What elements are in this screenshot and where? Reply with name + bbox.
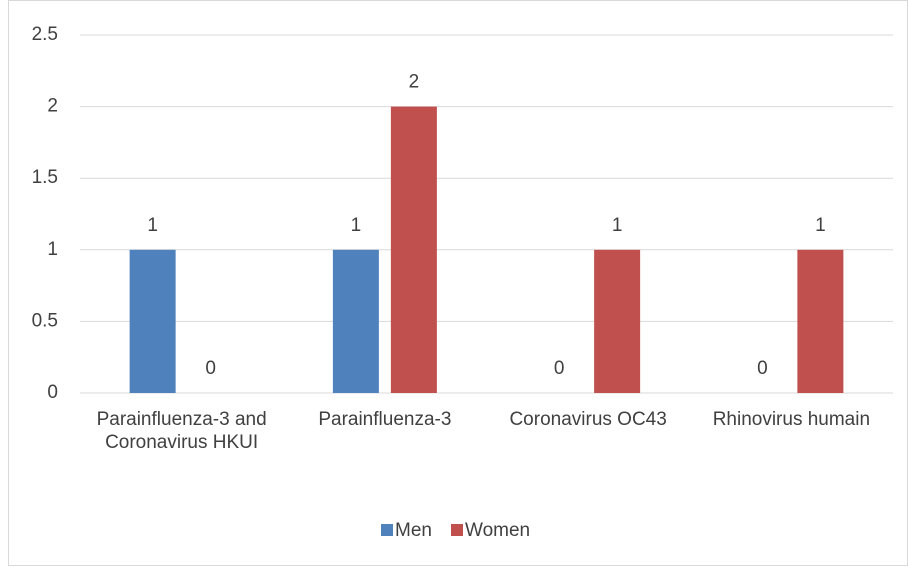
y-tick-label: 1 xyxy=(47,239,58,260)
chart-border xyxy=(8,0,908,566)
bar xyxy=(594,249,641,393)
legend-label: Women xyxy=(465,520,530,541)
x-tick-label: Rhinovirus humain xyxy=(712,409,871,430)
y-tick-label: 0.5 xyxy=(32,310,58,331)
x-tick-label: Parainfluenza-3 and Coronavirus HKUI xyxy=(96,409,267,453)
y-tick-label: 2 xyxy=(47,96,58,117)
bar xyxy=(390,106,437,393)
data-label: 0 xyxy=(205,358,216,379)
bar xyxy=(332,249,379,393)
data-label: 0 xyxy=(757,358,768,379)
bar xyxy=(797,249,844,393)
bar xyxy=(129,249,176,393)
y-tick-label: 0 xyxy=(47,382,58,403)
data-label: 1 xyxy=(612,215,623,236)
data-label: 0 xyxy=(554,358,565,379)
x-tick-label: Coronavirus OC43 xyxy=(509,409,667,430)
legend-label: Men xyxy=(395,520,432,541)
x-tick-label: Parainfluenza-3 xyxy=(318,409,452,430)
data-label: 1 xyxy=(815,215,826,236)
y-tick-label: 2.5 xyxy=(32,24,58,45)
data-label: 1 xyxy=(351,215,362,236)
legend-swatch xyxy=(451,524,463,536)
y-tick-label: 1.5 xyxy=(32,167,58,188)
legend-swatch xyxy=(381,524,393,536)
data-label: 1 xyxy=(147,215,158,236)
data-label: 2 xyxy=(409,72,420,93)
